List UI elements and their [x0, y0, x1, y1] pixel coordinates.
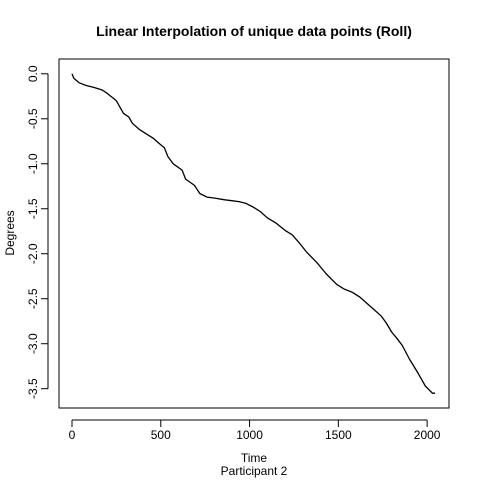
y-axis-label: Degrees — [3, 210, 17, 255]
y-tick-label: -0.5 — [26, 108, 40, 129]
y-tick-label: -3.5 — [26, 378, 40, 399]
y-tick-label: -1.0 — [26, 153, 40, 174]
chart-title: Linear Interpolation of unique data poin… — [96, 23, 412, 39]
chart-subtitle: Participant 2 — [221, 464, 288, 478]
x-axis: 0 500 1000 1500 2000 — [69, 419, 441, 442]
y-axis: 0.0 -0.5 -1.0 -1.5 -2.0 -2.5 -3.0 -3.5 — [26, 65, 49, 399]
y-tick-label: -1.5 — [26, 198, 40, 219]
series-line-roll — [71, 73, 436, 394]
y-tick-label: -3.0 — [26, 333, 40, 354]
x-axis-label: Time — [241, 451, 268, 465]
x-tick-label: 1500 — [325, 428, 352, 442]
y-tick-label: -2.0 — [26, 243, 40, 264]
x-tick-label: 500 — [151, 428, 171, 442]
x-tick-label: 2000 — [414, 428, 441, 442]
x-tick-label: 1000 — [236, 428, 263, 442]
x-tick-label: 0 — [69, 428, 76, 442]
plot-frame — [58, 58, 450, 409]
y-tick-label: 0.0 — [26, 65, 40, 82]
y-tick-label: -2.5 — [26, 288, 40, 309]
